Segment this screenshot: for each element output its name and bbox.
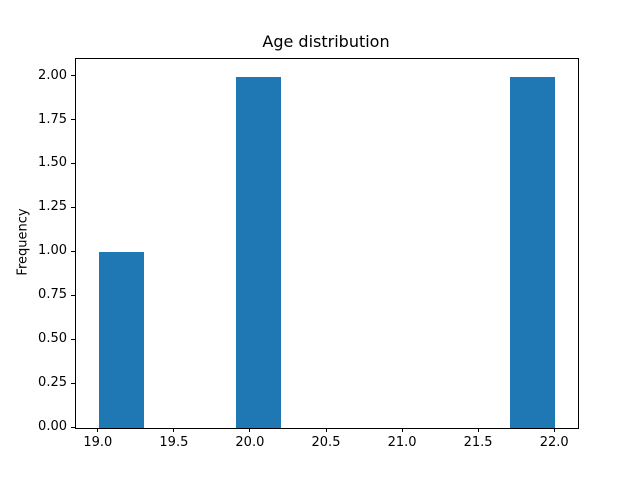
x-tick-mark: [249, 428, 251, 432]
x-tick-label: 20.0: [235, 435, 265, 450]
x-tick-label: 20.5: [311, 435, 341, 450]
x-tick-mark: [97, 428, 99, 432]
y-tick-label: 1.50: [38, 155, 67, 171]
histogram-bar: [509, 76, 556, 428]
y-axis-label: Frequency: [15, 208, 31, 276]
y-tick-mark: [71, 119, 75, 120]
y-tick-label: 1.00: [38, 243, 67, 259]
y-tick-label: 2.00: [38, 67, 67, 83]
y-tick-mark: [71, 206, 75, 208]
x-tick-mark: [173, 428, 175, 432]
x-tick-label: 21.5: [463, 435, 493, 450]
y-tick-mark: [71, 75, 75, 77]
y-tick-label: 0.50: [38, 331, 67, 347]
plot-area: [75, 58, 579, 429]
y-tick-mark: [71, 338, 75, 340]
histogram-bar: [98, 252, 145, 428]
x-tick-label: 19.0: [83, 435, 113, 450]
y-tick-mark: [71, 382, 75, 384]
x-tick-mark: [553, 428, 555, 432]
x-tick-mark: [325, 428, 327, 432]
y-tick-label: 0.25: [38, 375, 67, 391]
histogram-bar: [235, 76, 282, 428]
y-tick-label: 1.75: [38, 111, 67, 127]
x-tick-label: 19.5: [159, 435, 189, 450]
chart-title: Age distribution: [262, 32, 390, 51]
y-tick-mark: [71, 162, 75, 164]
y-tick-mark: [71, 250, 75, 252]
x-tick-mark: [401, 428, 403, 432]
x-tick-mark: [477, 428, 479, 432]
y-tick-mark: [71, 294, 75, 296]
x-tick-label: 22.0: [539, 435, 569, 450]
y-tick-label: 0.75: [38, 287, 67, 303]
y-tick-mark: [71, 426, 75, 428]
y-tick-label: 0.00: [38, 419, 67, 434]
x-tick-label: 21.0: [387, 435, 417, 450]
y-tick-label: 1.25: [38, 199, 67, 215]
